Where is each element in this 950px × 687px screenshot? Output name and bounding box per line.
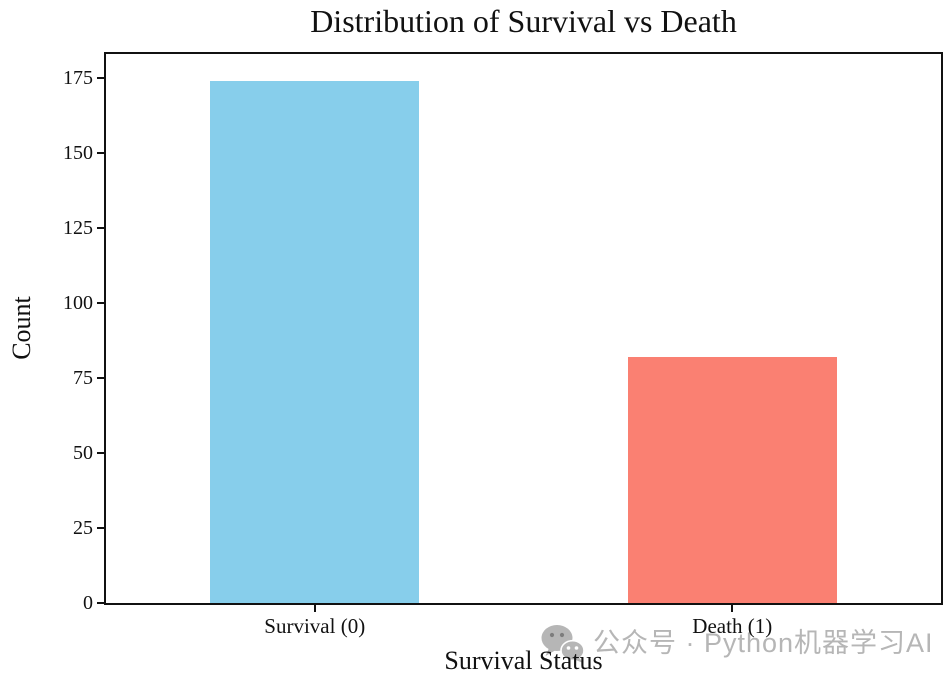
y-tick-label: 0	[83, 592, 93, 614]
bar-survival-0	[210, 81, 420, 603]
y-tick-label: 25	[73, 517, 93, 539]
x-axis-label: Survival Status	[444, 646, 603, 675]
y-axis-label: Count	[7, 296, 36, 360]
x-tick-mark	[313, 605, 316, 612]
y-tick-label: 50	[73, 442, 93, 464]
plot-area: 0 25 50 75 100 125 150 175 Survival (0) Death (1)	[63, 52, 943, 638]
watermark-text: 公众号 · Python机器学习AI	[593, 628, 934, 658]
y-tick-mark	[97, 377, 104, 379]
y-tick-mark	[97, 227, 104, 230]
y-tick-mark	[97, 77, 104, 79]
y-tick-label: 150	[63, 142, 93, 164]
y-tick-mark	[97, 152, 104, 154]
x-tick-mark	[731, 605, 734, 612]
x-tick-label: Survival (0)	[264, 614, 366, 638]
y-tick-label: 75	[73, 367, 93, 389]
y-tick-label: 100	[63, 292, 93, 314]
y-tick-mark	[97, 527, 104, 529]
y-tick-label: 175	[63, 67, 93, 89]
x-tick-label: Death (1)	[692, 614, 773, 638]
bar-death-1	[627, 357, 837, 603]
y-tick-mark	[97, 452, 104, 454]
y-tick-label: 125	[63, 217, 93, 240]
y-tick-mark	[97, 602, 104, 604]
chart-title: Distribution of Survival vs Death	[310, 3, 737, 39]
watermark: 公众号 · Python机器学习AI	[540, 623, 934, 663]
wechat-icon	[540, 623, 586, 663]
y-tick-mark	[97, 302, 104, 304]
